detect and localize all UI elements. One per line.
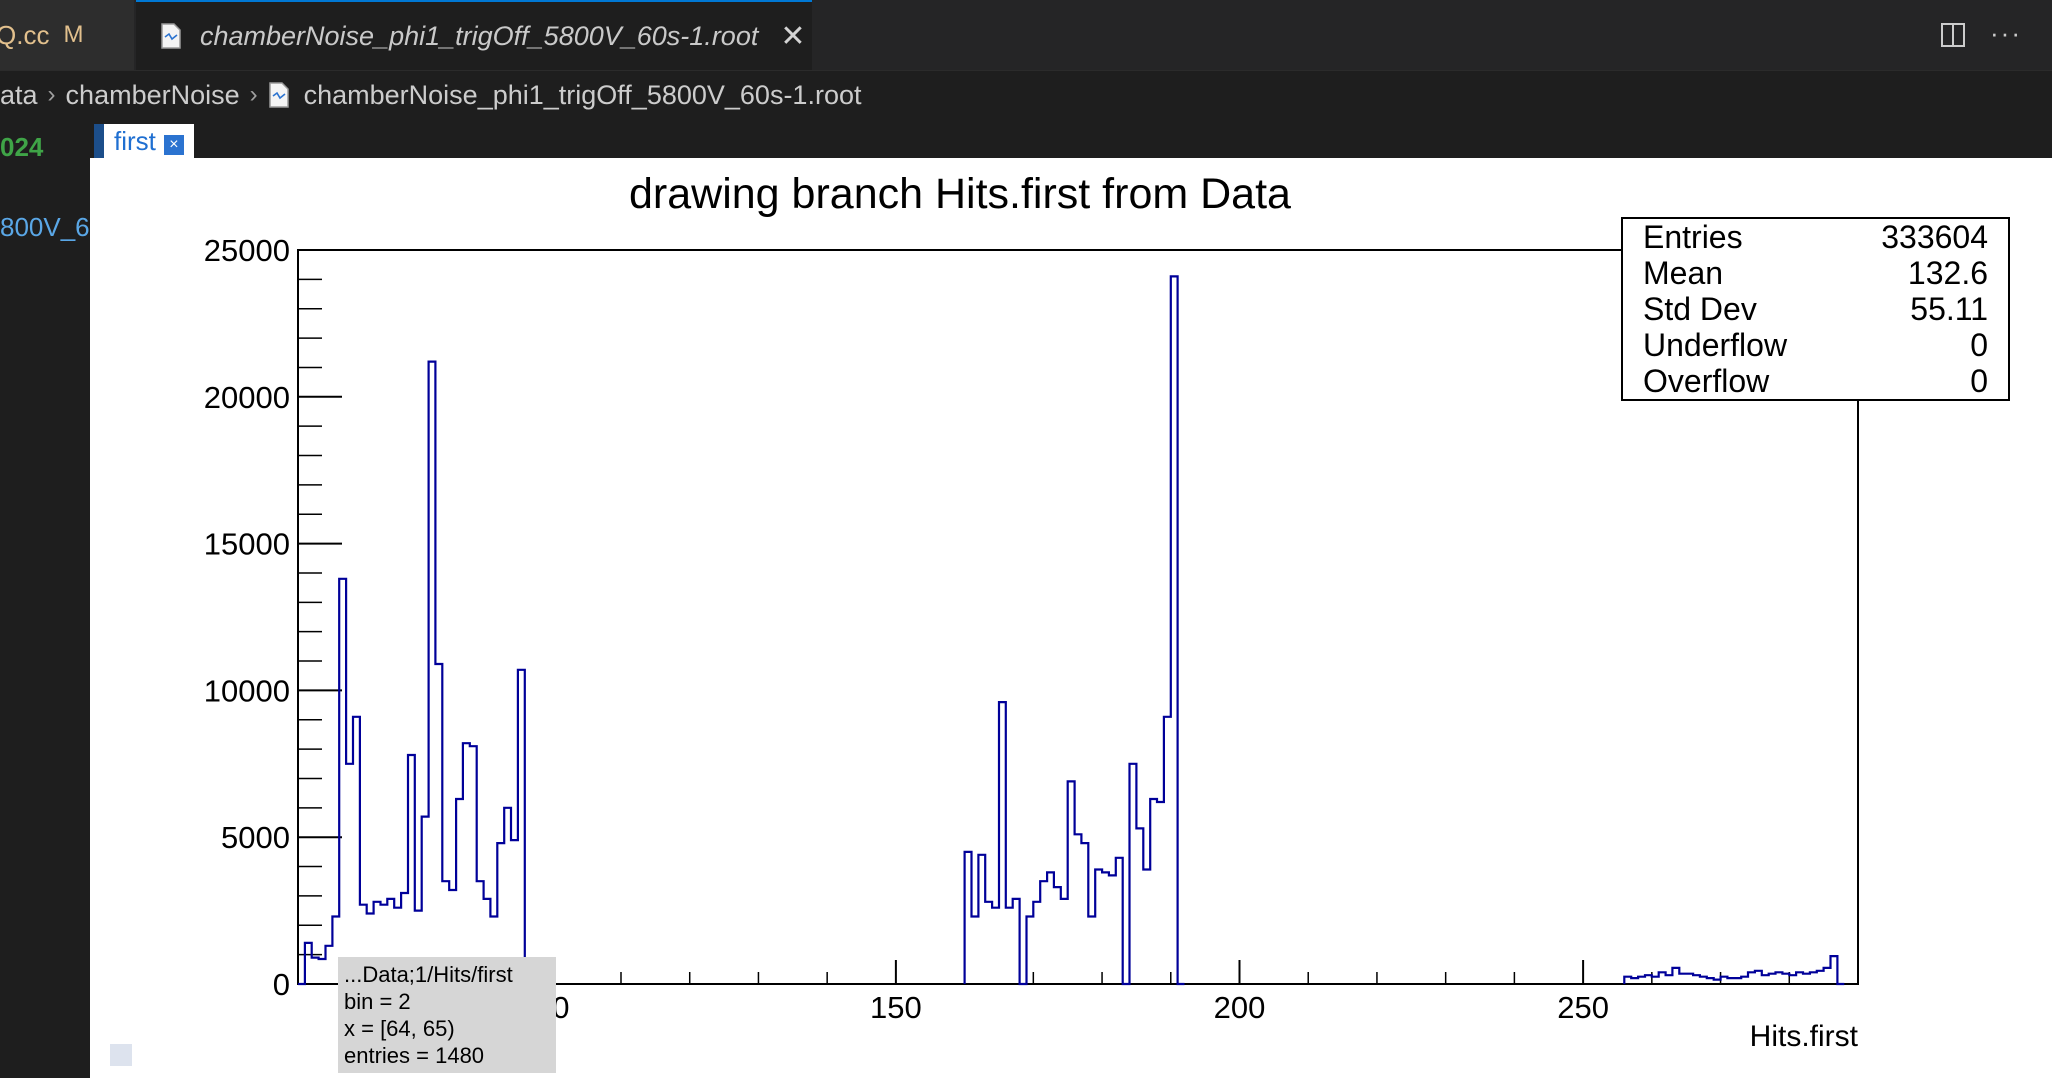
histogram-plot[interactable]: drawing branch Hits.first from Data 0 500… <box>90 158 2052 1078</box>
stats-box[interactable]: Entries 333604 Mean 132.6 Std Dev 55.11 … <box>1621 217 2010 401</box>
stat-value: 0 <box>1970 327 1988 363</box>
bin-tooltip: ...Data;1/Hits/first bin = 2 x = [64, 65… <box>338 957 556 1073</box>
close-icon[interactable]: × <box>163 135 184 155</box>
stat-label: Mean <box>1643 255 1724 291</box>
y-tick-label: 0 <box>273 967 290 1002</box>
y-tick-label: 10000 <box>204 673 290 708</box>
stat-row-entries: Entries 333604 <box>1643 219 1988 255</box>
y-tick-label: 15000 <box>204 527 290 562</box>
tab-q-cc[interactable]: Q.cc M <box>0 0 134 70</box>
file-icon <box>268 82 289 108</box>
modified-badge: M <box>63 21 84 48</box>
histogram-bars <box>298 275 1845 986</box>
plot-axes: 050001000015000200002500000150200250 <box>204 233 1859 1025</box>
histogram-segment-2 <box>1623 955 1845 986</box>
stat-label: Entries <box>1643 219 1743 255</box>
file-icon <box>161 23 181 49</box>
chevron-right-icon: › <box>249 81 258 108</box>
histogram-segment-1 <box>963 275 1185 986</box>
chevron-right-icon: › <box>47 81 56 108</box>
y-tick-label: 25000 <box>204 233 290 268</box>
tooltip-line: ...Data;1/Hits/first <box>344 962 513 987</box>
close-icon[interactable]: ✕ <box>780 19 806 53</box>
chart-title: drawing branch Hits.first from Data <box>629 170 1291 218</box>
tab-bar: Q.cc M chamberNoise_phi1_trigOff_5800V_6… <box>0 0 2052 71</box>
more-actions-icon[interactable]: ··· <box>1990 18 2022 48</box>
breadcrumb-item[interactable]: chamberNoise_phi1_trigOff_5800V_60s-1.ro… <box>303 79 862 110</box>
stat-value: 333604 <box>1881 219 1988 255</box>
stat-value: 55.11 <box>1910 291 1988 327</box>
tooltip-line: entries = 1480 <box>344 1043 485 1068</box>
y-tick-label: 20000 <box>204 380 290 415</box>
x-tick-label: 200 <box>1214 990 1266 1025</box>
tab-label: chamberNoise_phi1_trigOff_5800V_60s-1.ro… <box>200 20 759 51</box>
side-panel-text: 024 <box>0 132 44 162</box>
tooltip-line: bin = 2 <box>344 989 411 1014</box>
stat-value: 0 <box>1970 363 1988 399</box>
y-tick-label: 5000 <box>221 820 290 855</box>
tab-root-file[interactable]: chamberNoise_phi1_trigOff_5800V_60s-1.ro… <box>136 0 812 70</box>
canvas-tab-label: first <box>114 125 156 156</box>
stat-label: Overflow <box>1643 363 1770 399</box>
tooltip-line: x = [64, 65) <box>344 1016 455 1041</box>
stat-value: 132.6 <box>1907 255 1988 291</box>
histogram-segment-0 <box>298 360 532 986</box>
breadcrumb: ata › chamberNoise › chamberNoise_phi1_t… <box>0 72 2052 118</box>
stat-label: Underflow <box>1643 327 1788 363</box>
side-panel-text[interactable]: 800V_6 <box>0 212 90 242</box>
stat-row-mean: Mean 132.6 <box>1643 255 1988 291</box>
stat-row-underflow: Underflow 0 <box>1643 327 1988 363</box>
stat-row-stddev: Std Dev 55.11 <box>1643 291 1988 327</box>
stat-label: Std Dev <box>1643 291 1757 327</box>
x-axis-label: Hits.first <box>1750 1020 1859 1053</box>
split-editor-icon[interactable] <box>1940 22 1966 48</box>
breadcrumb-item[interactable]: chamberNoise <box>65 79 240 110</box>
plot-frame <box>297 249 1859 985</box>
tab-label: Q.cc <box>0 19 50 50</box>
x-tick-label: 150 <box>870 990 922 1025</box>
canvas-tab[interactable]: first × <box>94 124 194 158</box>
x-tick-label: 250 <box>1557 990 1609 1025</box>
stat-row-overflow: Overflow 0 <box>1643 363 1988 399</box>
breadcrumb-item[interactable]: ata <box>0 79 38 110</box>
canvas-resize-handle[interactable] <box>110 1044 132 1066</box>
